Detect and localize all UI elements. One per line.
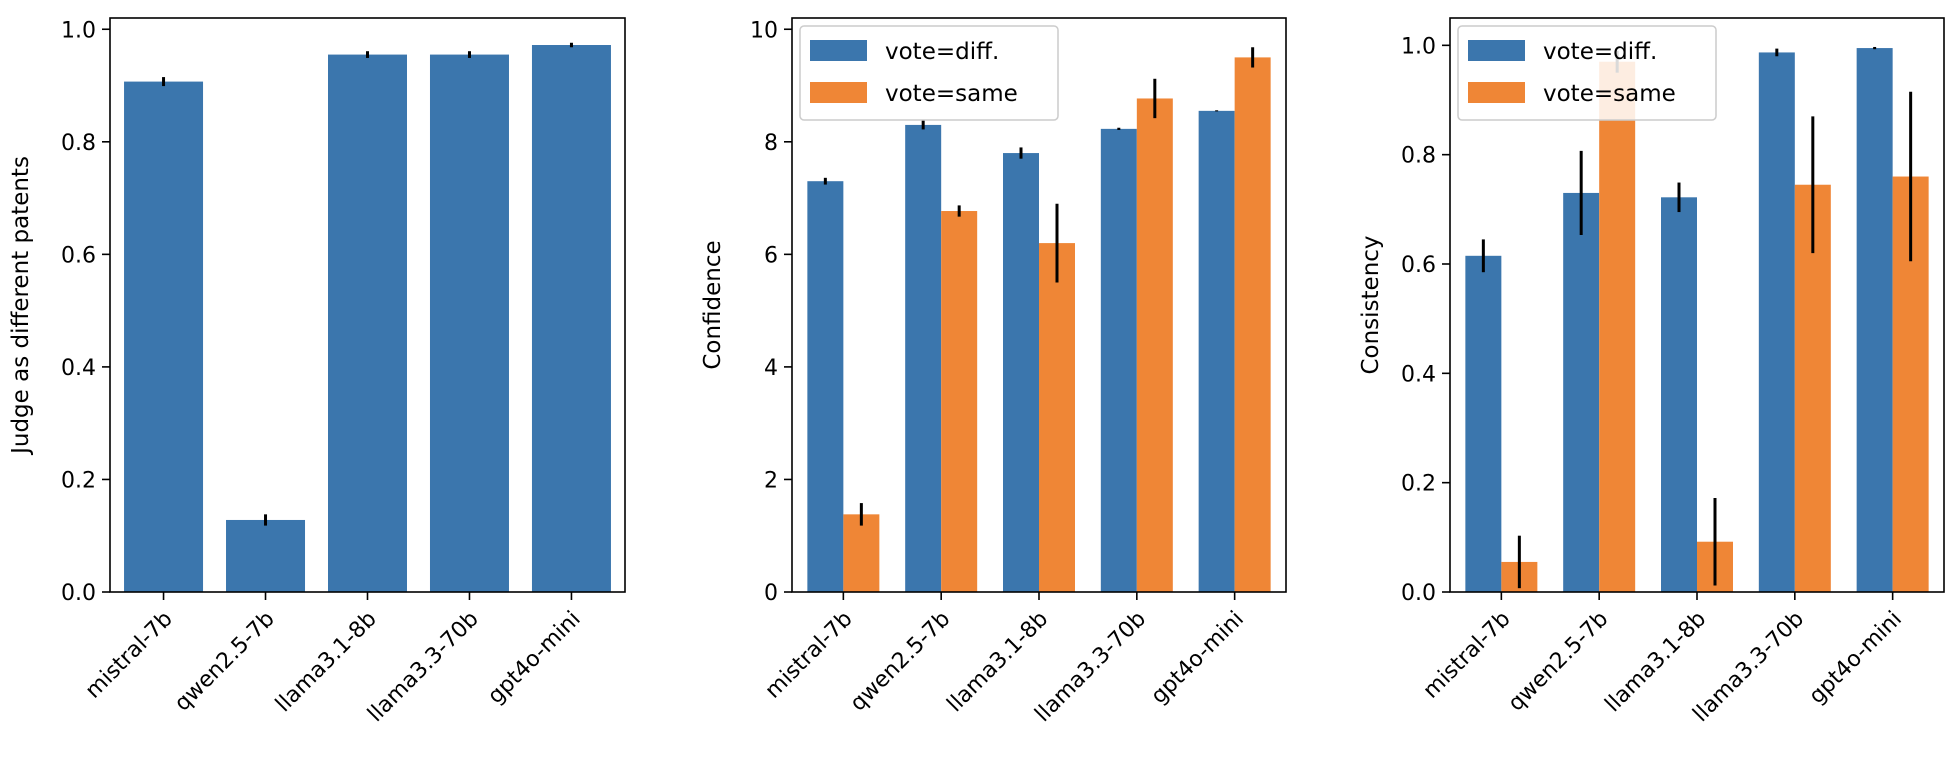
bar-vote-same-qwen2.5-7b: [941, 211, 978, 592]
y-tick-label: 2: [764, 468, 778, 493]
bar-value-mistral-7b: [124, 81, 204, 592]
y-tick-label: 6: [764, 243, 778, 268]
legend-swatch-same: [810, 82, 867, 103]
legend-swatch-same: [1468, 82, 1525, 103]
y-tick-label: 4: [764, 356, 778, 381]
y-axis-label: Consistency: [1358, 235, 1384, 374]
bar-value-qwen2.5-7b: [226, 519, 306, 592]
bar-vote-same-mistral-7b: [843, 514, 880, 592]
y-tick-label: 1.0: [61, 18, 96, 43]
x-tick-label: llama3.1-8b: [271, 607, 382, 718]
legend: vote=diff. vote=same: [1457, 25, 1717, 121]
y-tick-label: 0.2: [61, 468, 96, 493]
bar-vote-same-llama3.3-70b: [1136, 98, 1173, 593]
y-tick-label: 0.8: [1401, 144, 1436, 169]
y-tick-label: 0: [764, 581, 778, 606]
bar-vote-diff--qwen2.5-7b: [1563, 192, 1600, 592]
bar-vote-diff--gpt4o-mini: [1198, 110, 1235, 593]
x-tick-label: llama3.1-8b: [943, 607, 1054, 718]
bar-vote-diff--qwen2.5-7b: [905, 124, 942, 592]
bar-vote-diff--llama3.3-70b: [1758, 52, 1795, 592]
x-tick-label: llama3.1-8b: [1601, 607, 1712, 718]
legend-label-diff: vote=diff.: [885, 39, 999, 65]
chart-panel-3: 0.0 0.2 0.4 0.6 0.8 1.0 mistral-7bqwen2.5-7bll…: [1358, 17, 1945, 727]
bar-vote-same-llama3.1-8b: [1039, 243, 1075, 593]
y-tick-label: 0.0: [1401, 581, 1436, 606]
bar-vote-diff--gpt4o-mini: [1856, 48, 1893, 593]
y-tick-label: 8: [764, 131, 778, 156]
y-tick-label: 0.0: [61, 581, 96, 606]
x-tick-label: mistral-7b: [81, 607, 178, 704]
chart-panel-2: 0246810mistral-7bqwen2.5-7bllama3.1-8bll…: [700, 17, 1287, 727]
bar-value-gpt4o-mini: [531, 45, 611, 592]
x-tick-label: qwen2.5-7b: [846, 607, 956, 717]
x-tick-label: gpt4o-mini: [1804, 607, 1907, 710]
legend-swatch-diff: [1468, 40, 1525, 61]
y-tick-label: 0.6: [61, 243, 96, 268]
bar-vote-same-qwen2.5-7b: [1599, 61, 1636, 592]
y-axis-label: Confidence: [700, 240, 726, 369]
y-tick-label: 0.6: [1401, 253, 1436, 278]
y-tick-label: 10: [750, 18, 778, 43]
legend-swatch-diff: [810, 40, 867, 61]
bar-vote-diff--llama3.1-8b: [1003, 153, 1039, 592]
bar-vote-diff--llama3.3-70b: [1100, 128, 1137, 592]
chart-panel-1: 0.0 0.2 0.4 0.6 0.8 1.0 mistral-7bqwen2.5-7bll…: [8, 17, 626, 727]
y-tick-label: 0.4: [1401, 362, 1436, 387]
x-tick-label: qwen2.5-7b: [1504, 607, 1614, 717]
bar-value-llama3.3-70b: [429, 54, 509, 592]
y-axis-label: Judge as different patents: [8, 156, 34, 456]
x-tick-label: mistral-7b: [1419, 607, 1516, 704]
bar-vote-diff--mistral-7b: [807, 181, 844, 592]
y-tick-label: 0.8: [61, 131, 96, 156]
x-tick-label: mistral-7b: [761, 607, 858, 704]
x-tick-label: gpt4o-mini: [483, 607, 586, 710]
legend-label-diff: vote=diff.: [1543, 39, 1657, 65]
x-tick-label: qwen2.5-7b: [170, 607, 280, 717]
y-tick-label: 0.2: [1401, 472, 1436, 497]
bar-vote-same-gpt4o-mini: [1234, 57, 1271, 593]
y-tick-label: 0.4: [61, 356, 96, 381]
legend-label-same: vote=same: [885, 81, 1018, 107]
bar-value-llama3.1-8b: [328, 54, 407, 592]
legend: vote=diff. vote=same: [799, 25, 1059, 121]
bar-vote-diff--mistral-7b: [1465, 255, 1502, 593]
legend-label-same: vote=same: [1543, 81, 1676, 107]
y-tick-label: 1.0: [1401, 34, 1436, 59]
x-tick-label: gpt4o-mini: [1146, 607, 1249, 710]
bar-vote-diff--llama3.1-8b: [1661, 197, 1697, 592]
